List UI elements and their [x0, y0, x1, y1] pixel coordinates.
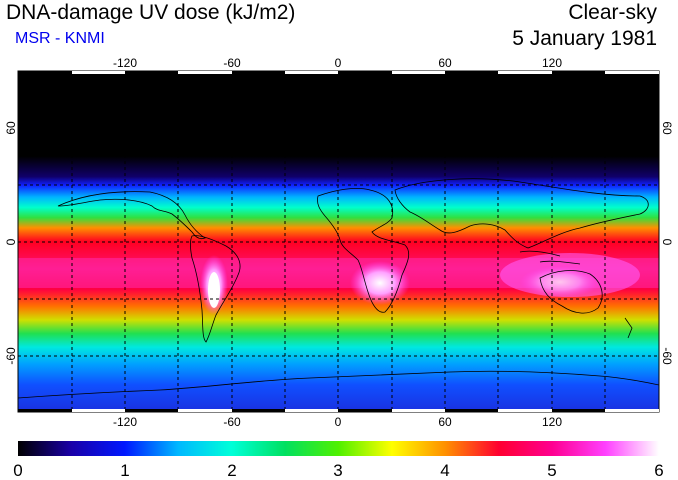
lon-tick-top: 120	[542, 56, 562, 70]
lat-tick-left: -60	[4, 347, 18, 365]
lon-tick-bottom: -60	[223, 415, 241, 429]
coastlines	[18, 71, 659, 399]
condition-label: Clear-sky	[568, 1, 657, 24]
colorbar-label: 1	[120, 461, 129, 480]
source-label: MSR - KNMI	[15, 30, 105, 47]
lat-tick-left: 60	[4, 121, 18, 135]
lat-tick-right: -60	[660, 347, 674, 365]
colorbar-label: 3	[333, 461, 342, 480]
lon-tick-top: -60	[223, 56, 241, 70]
lon-tick-bottom: -120	[113, 415, 137, 429]
lon-tick-bottom: 120	[542, 415, 562, 429]
colorbar-label: 0	[13, 461, 22, 480]
lon-tick-top: -120	[113, 56, 137, 70]
lon-tick-top: 60	[438, 56, 452, 70]
map-title: DNA-damage UV dose (kJ/m2)	[6, 1, 296, 24]
map-grid	[18, 71, 659, 412]
lon-tick-top: 0	[335, 56, 342, 70]
lon-tick-bottom: 60	[438, 415, 452, 429]
colorbar	[18, 441, 659, 456]
colorbar-label: 2	[227, 461, 236, 480]
lon-tick-bottom: 0	[335, 415, 342, 429]
colorbar-label: 4	[440, 461, 449, 480]
date-label: 5 January 1981	[512, 27, 657, 50]
lat-tick-right: 60	[660, 121, 674, 135]
map-border-bars	[18, 71, 659, 412]
lat-tick-left: 0	[4, 238, 18, 245]
lat-tick-right: 0	[660, 239, 674, 246]
colorbar-label: 5	[547, 461, 556, 480]
colorbar-label: 6	[654, 461, 663, 480]
